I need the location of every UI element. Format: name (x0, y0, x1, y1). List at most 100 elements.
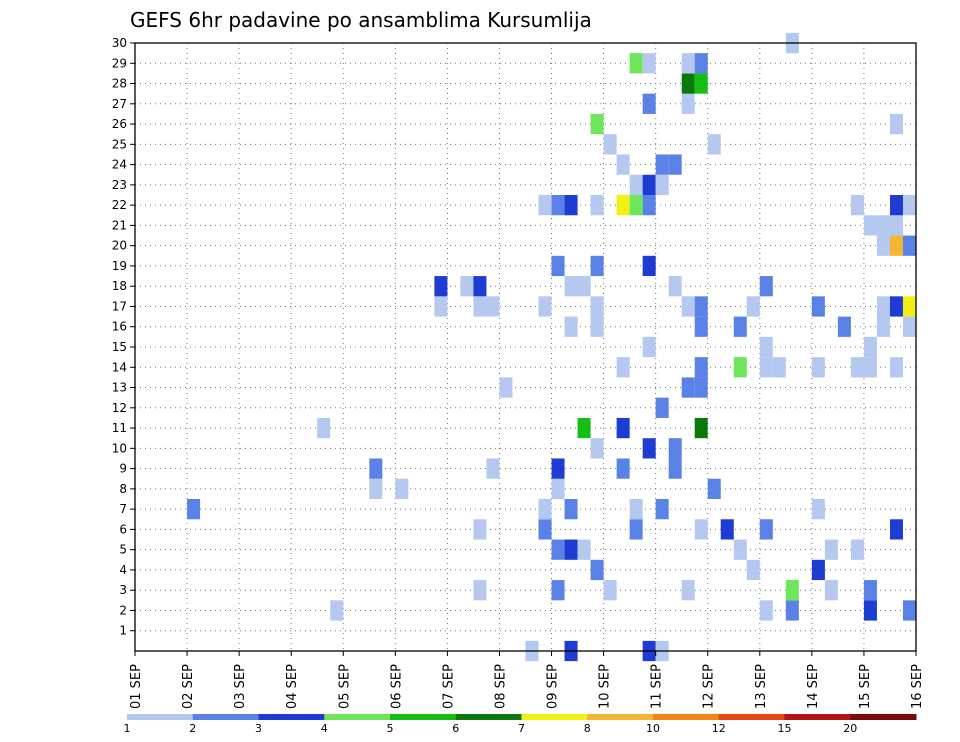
x-tick-label: 16 SEP (910, 664, 925, 709)
legend-swatch (521, 714, 588, 720)
heatmap-cell (811, 559, 825, 581)
heatmap-cell (473, 580, 487, 601)
heatmap-cell (564, 539, 578, 560)
y-tick-label: 14 (112, 360, 127, 374)
heatmap-cell (473, 296, 487, 317)
legend-swatch (192, 714, 259, 720)
heatmap-cell (889, 235, 903, 256)
heatmap-cell (837, 316, 851, 337)
y-tick-label: 5 (119, 543, 127, 557)
y-tick-label: 23 (112, 178, 127, 192)
heatmap-cell (759, 600, 773, 621)
x-tick-label: 01 SEP (129, 664, 144, 709)
heatmap-cell (486, 296, 500, 317)
heatmap-cell (876, 235, 890, 256)
legend-label: 12 (712, 722, 726, 735)
heatmap-cell (863, 357, 877, 378)
grid-lines (135, 43, 916, 651)
heatmap-cell (707, 478, 721, 499)
y-tick-label: 28 (112, 77, 127, 91)
y-tick-label: 16 (112, 320, 127, 334)
heatmap-cell (668, 458, 682, 479)
legend-label: 6 (452, 722, 459, 735)
heatmap-cell (681, 580, 695, 601)
heatmap-cell (642, 438, 656, 459)
heatmap-cell (876, 316, 890, 337)
y-tick-label: 18 (112, 279, 127, 293)
heatmap-cell (811, 499, 825, 520)
heatmap-cell (603, 580, 617, 601)
y-tick-label: 22 (112, 198, 127, 212)
y-tick-label: 11 (112, 421, 127, 435)
legend-label: 3 (255, 722, 262, 735)
heatmap-cell (889, 113, 903, 135)
legend-swatch (390, 714, 457, 720)
heatmap-cell (694, 357, 708, 378)
legend-label: 15 (778, 722, 792, 735)
y-tick-label: 30 (112, 36, 127, 50)
heatmap-cell (850, 357, 864, 378)
x-tick-label: 11 SEP (650, 664, 665, 709)
x-tick-label: 04 SEP (285, 664, 300, 709)
heatmap-cell (499, 377, 513, 398)
heatmap-cell (694, 519, 708, 540)
heatmap-cell (473, 519, 487, 540)
heatmap-cell (876, 215, 890, 236)
heatmap-cell (642, 336, 656, 358)
legend-label: 4 (321, 722, 328, 735)
heatmap-cell (863, 580, 877, 601)
heatmap-cell (616, 154, 630, 175)
heatmap-cell (733, 357, 747, 378)
heatmap-cell (902, 195, 916, 216)
y-tick-label: 21 (112, 218, 127, 232)
heatmap-cell (590, 255, 604, 277)
legend-swatch (850, 714, 917, 720)
heatmap-cell (577, 539, 591, 560)
heatmap-cell (889, 296, 903, 317)
heatmap-cell (486, 458, 500, 479)
heatmap-cell (681, 377, 695, 398)
y-tick-label: 10 (112, 441, 127, 455)
x-axis: 01 SEP 02 SEP 03 SEP 04 SEP 05 SEP 06 SEP 07 S… (129, 651, 925, 709)
heatmap-cell (785, 600, 799, 621)
heatmap-cell (655, 154, 669, 175)
y-tick-label: 4 (119, 563, 127, 577)
legend-swatch (455, 714, 522, 720)
heatmap-cell (551, 580, 565, 601)
heatmap-cell (759, 336, 773, 358)
heatmap-cell (616, 417, 630, 439)
y-tick-label: 20 (112, 239, 127, 253)
heatmap-cell (863, 336, 877, 358)
y-tick-label: 17 (112, 299, 127, 313)
heatmap-cell (902, 316, 916, 337)
heatmap-cell (577, 417, 591, 439)
heatmap-cell (577, 276, 591, 297)
heatmap-cell (369, 478, 383, 499)
heatmap-cell (668, 154, 682, 175)
heatmap-cell (590, 316, 604, 337)
heatmap-cell (330, 600, 344, 621)
heatmap-cell (772, 357, 786, 378)
y-tick-label: 24 (112, 158, 127, 172)
y-tick-label: 12 (112, 401, 127, 415)
heatmap-cell (694, 417, 708, 439)
legend-label: 10 (646, 722, 660, 735)
heatmap-cell (538, 296, 552, 317)
heatmap-cell (694, 316, 708, 337)
heatmap-cell (551, 195, 565, 216)
y-tick-label: 19 (112, 259, 127, 273)
legend-label: 5 (387, 722, 394, 735)
heatmap-cell (824, 539, 838, 560)
y-tick-label: 8 (119, 482, 127, 496)
x-tick-label: 09 SEP (546, 664, 561, 709)
x-tick-label: 05 SEP (337, 664, 352, 709)
heatmap-cell (642, 93, 656, 114)
heatmap-cell (733, 539, 747, 560)
heatmap-cell (629, 499, 643, 520)
legend-label: 2 (189, 722, 196, 735)
heatmap-cell (434, 276, 448, 297)
legend-swatch (718, 714, 785, 720)
heatmap-cell (629, 195, 643, 216)
heatmap-cell (694, 73, 708, 94)
x-tick-label: 02 SEP (181, 664, 196, 709)
